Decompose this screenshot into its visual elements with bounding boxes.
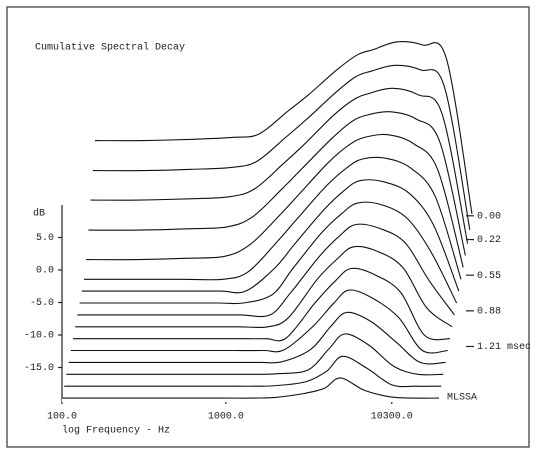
decay-slice	[86, 133, 464, 268]
y-tick-label: 0.0	[36, 266, 54, 277]
decay-slice	[75, 245, 453, 329]
decay-slice	[70, 289, 448, 354]
y-tick-label: -10.0	[24, 331, 54, 342]
time-tick-label: 0.22	[477, 235, 501, 246]
x-axis-label: log Frequency - Hz	[62, 425, 170, 437]
x-tick-label: 100.0	[47, 412, 77, 423]
decay-slice	[77, 223, 455, 318]
y-tick-label: 5.0	[36, 233, 54, 244]
decay-slice	[68, 311, 446, 365]
y-tick-label: -5.0	[30, 298, 54, 309]
decay-slice	[83, 156, 462, 281]
decay-slice	[72, 267, 451, 342]
time-tick-label: 1.21 msec	[477, 342, 531, 353]
decay-slice	[88, 111, 466, 256]
y-tick-label: -15.0	[24, 363, 54, 374]
time-tick-label: 0.88	[477, 306, 501, 317]
plot-area	[58, 41, 474, 404]
time-tick-label: 0.00	[477, 211, 501, 222]
slice-mask	[62, 377, 439, 402]
decay-slice	[92, 64, 471, 230]
decay-slice	[90, 87, 469, 244]
decay-slice	[62, 377, 440, 399]
chart-title: Cumulative Spectral Decay	[35, 42, 185, 54]
decay-slice	[79, 201, 458, 305]
x-tick-label: 1000.0	[208, 412, 244, 423]
decay-slice	[64, 355, 442, 388]
decay-slice	[66, 333, 444, 376]
x-tick-label: 10300.0	[371, 412, 413, 423]
y-axis-label: dB	[33, 208, 45, 220]
annotation: MLSSA	[447, 393, 477, 404]
decay-slice	[81, 179, 460, 294]
decay-slice	[94, 41, 473, 215]
time-tick-label: 0.55	[477, 271, 501, 282]
